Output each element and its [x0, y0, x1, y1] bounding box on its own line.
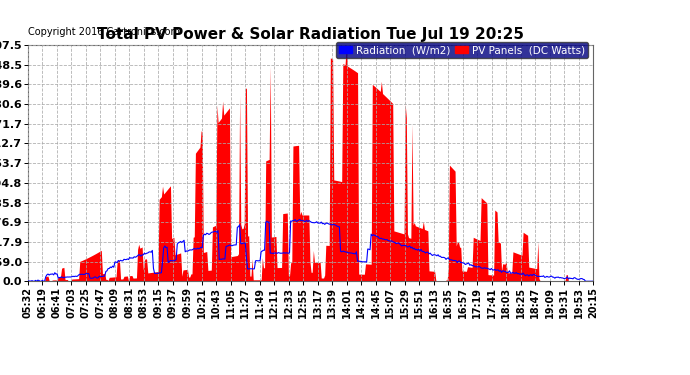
Legend: Radiation  (W/m2), PV Panels  (DC Watts): Radiation (W/m2), PV Panels (DC Watts)	[336, 42, 588, 58]
Text: Copyright 2016 Cartronics.com: Copyright 2016 Cartronics.com	[28, 27, 179, 37]
Title: Total PV Power & Solar Radiation Tue Jul 19 20:25: Total PV Power & Solar Radiation Tue Jul…	[97, 27, 524, 42]
